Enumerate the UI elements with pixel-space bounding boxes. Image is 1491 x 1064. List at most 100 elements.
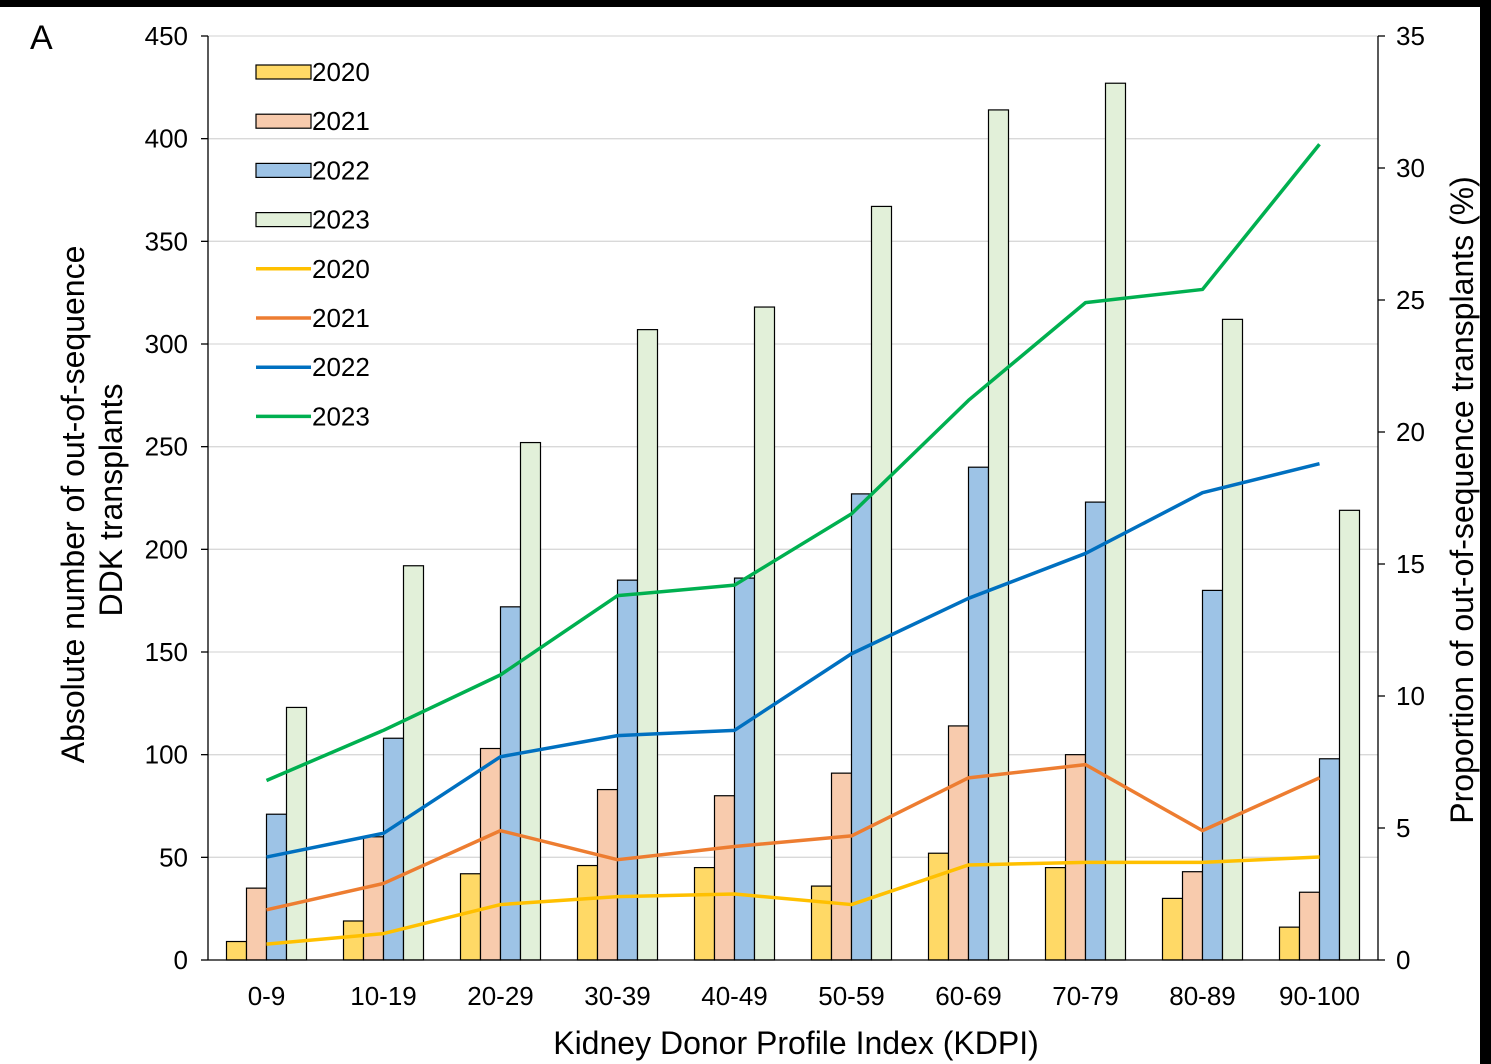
combo-chart: A 0 50 100 150 200 250 300 350 400 450 0 5 10 15 20 25…: [30, 19, 1480, 1061]
bar-2022-0-9: [265, 813, 288, 961]
x-axis-tick-label: 60-69: [935, 981, 1002, 1011]
legend-swatch-bar-2023: [255, 212, 312, 228]
x-axis-tick-label: 50-59: [818, 981, 885, 1011]
bar-2023-70-79: [1104, 82, 1127, 961]
bar-2023-0-9: [285, 706, 308, 961]
bar-2020-0-9: [225, 940, 248, 961]
bar-2023-20-29: [519, 441, 542, 961]
bar-2022-10-19: [382, 737, 405, 961]
legend-label-line-2023: 2023: [312, 401, 370, 431]
bar-2020-10-19: [342, 920, 365, 961]
bar-2023-30-39: [636, 329, 659, 961]
bar-2021-10-19: [362, 836, 385, 961]
bar-2020-50-59: [810, 885, 833, 961]
right-axis-tick-label: 15: [1396, 549, 1425, 579]
y-axis-title: Absolute number of out-of-sequence DDK t…: [55, 237, 129, 764]
left-axis-tick-labels: 0 50 100 150 200 250 300 350 400 450: [145, 21, 188, 975]
left-axis-tick-label: 450: [145, 21, 188, 51]
line-series-2020: [266, 855, 1320, 946]
bar-2023-50-59: [870, 205, 893, 961]
legend-label-bar-2020: 2020: [312, 57, 370, 87]
bar-2021-30-39: [596, 788, 619, 961]
bar-2021-20-29: [479, 747, 502, 961]
chart-canvas: A 0 50 100 150 200 250 300 350 400 450 0 5 10 15 20 25…: [0, 7, 1480, 1064]
right-axis-tick-label: 10: [1396, 681, 1425, 711]
bar-2022-80-89: [1201, 589, 1224, 961]
left-axis-tick-label: 300: [145, 329, 188, 359]
bar-2020-20-29: [459, 873, 482, 961]
right-axis-tick-label: 35: [1396, 21, 1425, 51]
bar-2022-20-29: [499, 606, 522, 961]
legend-label-bar-2023: 2023: [312, 205, 370, 235]
bar-2023-60-69: [987, 109, 1010, 961]
right-axis-tick-labels: 0 5 10 15 20 25 30 35: [1396, 21, 1425, 975]
bar-2021-70-79: [1064, 754, 1087, 961]
bar-layer: [225, 82, 1361, 961]
line-series-2021: [266, 762, 1321, 912]
x-axis-tick-label: 40-49: [701, 981, 768, 1011]
legend-label-line-2022: 2022: [312, 352, 370, 382]
right-axis-tick-label: 25: [1396, 285, 1425, 315]
x-axis-tick-label: 20-29: [467, 981, 534, 1011]
bar-2021-60-69: [947, 725, 970, 961]
x-axis-tick-label: 30-39: [584, 981, 651, 1011]
secondary-y-axis-title: Proportion of out-of-sequence transplant…: [1444, 176, 1480, 823]
bar-2022-60-69: [967, 466, 990, 961]
bar-2020-80-89: [1161, 897, 1184, 961]
right-axis-tick-label: 20: [1396, 417, 1425, 447]
x-axis-tick-label: 80-89: [1169, 981, 1236, 1011]
line-series-2023: [265, 143, 1321, 783]
bar-2023-10-19: [402, 565, 425, 961]
bar-2021-40-49: [713, 795, 736, 961]
bar-2023-80-89: [1221, 318, 1244, 961]
left-axis-tick-label: 350: [145, 226, 188, 256]
line-series-2022: [266, 461, 1320, 859]
legend-swatch-bar-2021: [255, 113, 312, 129]
right-axis-tick-label: 5: [1396, 813, 1410, 843]
left-axis-tick-label: 0: [174, 945, 188, 975]
bar-2022-90-100: [1318, 758, 1341, 961]
bar-2023-90-100: [1338, 509, 1361, 961]
right-axis-tick-label: 0: [1396, 945, 1410, 975]
bar-2022-40-49: [733, 577, 756, 961]
bar-2020-70-79: [1044, 866, 1067, 961]
legend-label-bar-2022: 2022: [312, 155, 370, 185]
bar-2022-70-79: [1084, 501, 1107, 961]
legend-label-bar-2021: 2021: [312, 106, 370, 136]
x-axis-title: Kidney Donor Profile Index (KDPI): [553, 1025, 1039, 1061]
legend: 2020 2021 2022 2023 2020 2021 2022 2023: [255, 57, 370, 431]
bar-2022-30-39: [616, 579, 639, 961]
bar-2021-90-100: [1298, 891, 1321, 961]
panel-label: A: [30, 19, 53, 57]
bar-2020-40-49: [693, 866, 716, 961]
x-axis-tick-labels: 0-9 10-19 20-29 30-39 40-49 50-59 60-69 70-79 80…: [248, 981, 1360, 1011]
x-axis-tick-label: 10-19: [350, 981, 417, 1011]
y-axis-title-line1: Absolute number of out-of-sequence: [55, 246, 91, 764]
bar-2020-30-39: [576, 864, 599, 961]
left-axis-tick-label: 100: [145, 740, 188, 770]
bar-2021-80-89: [1181, 871, 1204, 961]
left-axis-tick-label: 200: [145, 534, 188, 564]
bar-2020-60-69: [927, 852, 950, 961]
right-axis-tick-label: 30: [1396, 153, 1425, 183]
x-axis-tick-label: 70-79: [1052, 981, 1119, 1011]
legend-label-line-2020: 2020: [312, 254, 370, 284]
bar-2022-50-59: [850, 493, 873, 961]
legend-swatch-bar-2022: [255, 162, 312, 178]
x-axis-tick-label: 90-100: [1279, 981, 1360, 1011]
legend-swatch-bar-2020: [255, 64, 312, 80]
bar-2020-90-100: [1278, 926, 1301, 961]
left-axis-tick-label: 400: [145, 124, 188, 154]
left-axis-tick-label: 50: [159, 842, 188, 872]
axes: [201, 35, 1385, 961]
bar-2023-40-49: [753, 306, 776, 961]
legend-label-line-2021: 2021: [312, 303, 370, 333]
left-axis-tick-label: 150: [145, 637, 188, 667]
x-axis-tick-label: 0-9: [248, 981, 286, 1011]
y-axis-title-line2: DDK transplants: [93, 384, 129, 617]
left-axis-tick-label: 250: [145, 432, 188, 462]
bar-2021-0-9: [245, 887, 268, 961]
bar-2021-50-59: [830, 772, 853, 961]
line-layer: [265, 143, 1321, 946]
